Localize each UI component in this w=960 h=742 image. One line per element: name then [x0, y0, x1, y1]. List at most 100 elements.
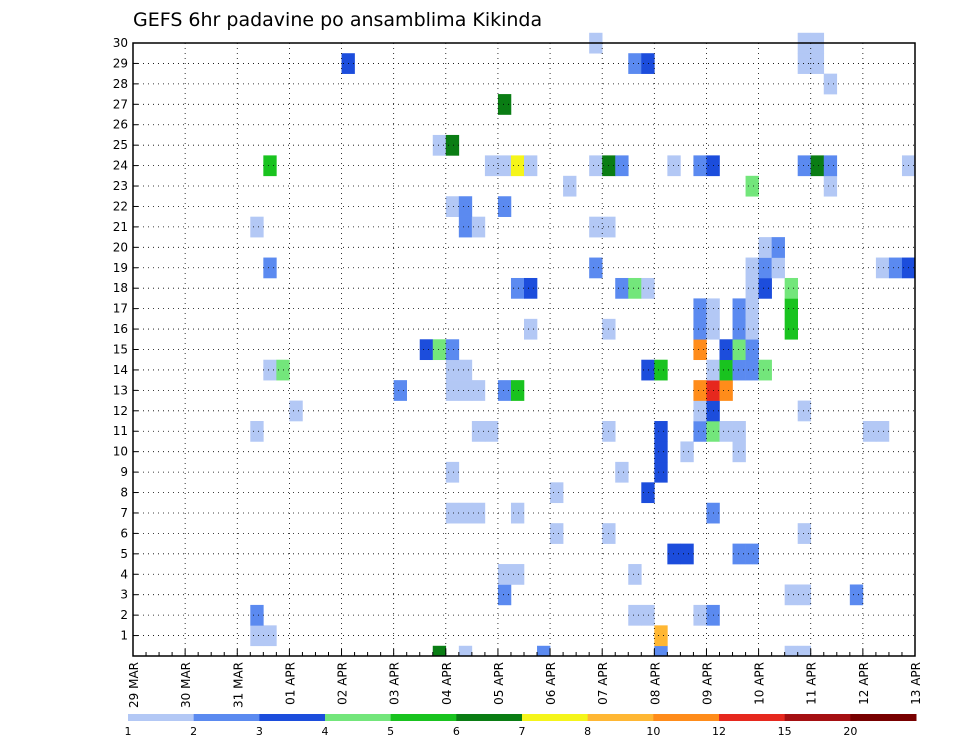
heatmap-cell [680, 441, 694, 463]
heatmap-cell [797, 523, 812, 544]
x-tick-label: 08 APR [648, 662, 662, 705]
heatmap-cell [797, 53, 812, 74]
heatmap-cell [745, 257, 759, 279]
heatmap-cell [745, 318, 759, 340]
heatmap-cell [510, 380, 525, 401]
heatmap-cell [445, 134, 460, 156]
y-tick-label: 29 [113, 56, 128, 70]
heatmap-cell [497, 196, 512, 217]
heatmap-cell [875, 257, 890, 279]
colorbar-swatch [587, 714, 654, 721]
y-tick-label: 25 [113, 138, 128, 152]
heatmap-cell [745, 175, 759, 197]
heatmap-cell [458, 502, 473, 524]
heatmap-cell [589, 155, 603, 177]
colorbar-swatch [522, 714, 589, 721]
x-tick-label: 13 APR [909, 662, 923, 705]
heatmap-cell [693, 318, 707, 340]
x-tick-label: 05 APR [492, 662, 506, 705]
x-tick-label: 02 APR [336, 662, 350, 705]
heatmap-cell [524, 318, 538, 340]
chart-title: GEFS 6hr padavine po ansamblima Kikinda [133, 9, 542, 31]
heatmap-cell [445, 502, 460, 524]
x-tick-label: 10 APR [753, 662, 767, 705]
y-tick-label: 23 [113, 179, 128, 193]
heatmap-cell [393, 380, 407, 401]
y-tick-label: 8 [120, 486, 128, 500]
heatmap-cell [497, 584, 512, 606]
heatmap-cell [745, 277, 759, 299]
y-tick-label: 11 [113, 424, 128, 438]
heatmap-cell [484, 155, 499, 177]
heatmap-cell [810, 155, 825, 177]
heatmap-cell [693, 400, 707, 422]
heatmap-cell [719, 380, 733, 401]
colorbar-swatch [128, 714, 195, 721]
heatmap-cell [784, 645, 798, 657]
y-tick-label: 13 [113, 383, 128, 397]
heatmap-cell [458, 196, 473, 217]
heatmap-cell [732, 421, 746, 442]
x-tick-label: 11 APR [805, 662, 819, 705]
heatmap-cell [458, 216, 473, 238]
heatmap-cell [732, 318, 746, 340]
heatmap-cell [510, 155, 525, 177]
heatmap-cell [445, 359, 460, 381]
heatmap-cell [550, 523, 564, 544]
y-tick-label: 21 [113, 220, 128, 234]
heatmap-cell [563, 175, 577, 197]
heatmap-cell [589, 216, 603, 238]
heatmap-cell [784, 318, 798, 340]
y-tick-label: 9 [120, 465, 128, 479]
x-tick-label: 04 APR [440, 662, 454, 705]
heatmap-cell [784, 277, 798, 299]
colorbar-label: 12 [712, 725, 726, 738]
heatmap-cell [250, 625, 264, 647]
heatmap-cell [784, 298, 798, 320]
heatmap-cell [289, 400, 303, 422]
colorbar-swatch [784, 714, 851, 721]
heatmap-cell [732, 298, 746, 320]
heatmap-cell [458, 380, 473, 401]
heatmap-cell [680, 543, 694, 565]
heatmap-cell [537, 645, 551, 657]
heatmap-cell [250, 216, 264, 238]
heatmap-cell [654, 461, 668, 483]
y-tick-label: 6 [120, 526, 128, 540]
colorbar-label: 1 [125, 725, 132, 738]
heatmap-cell [732, 543, 746, 565]
heatmap-cell [667, 155, 681, 177]
y-tick-label: 15 [113, 343, 128, 357]
heatmap-cell [445, 196, 460, 217]
x-tick-label: 31 MAR [231, 662, 245, 708]
colorbar-label: 4 [322, 725, 329, 738]
y-tick-label: 14 [113, 363, 128, 377]
heatmap-cell [641, 359, 655, 381]
heatmap-cell [497, 94, 512, 115]
colorbar-label: 10 [646, 725, 660, 738]
heatmap-cell [550, 482, 564, 504]
heatmap-cell [510, 502, 525, 524]
y-tick-label: 20 [113, 240, 128, 254]
y-tick-label: 28 [113, 77, 128, 91]
heatmap-cell [432, 339, 447, 361]
heatmap-cell [797, 584, 812, 606]
heatmap-cell [628, 53, 642, 74]
y-tick-label: 18 [113, 281, 128, 295]
x-tick-label: 29 MAR [127, 662, 141, 708]
heatmap-cells [250, 32, 916, 657]
x-tick-label: 12 APR [857, 662, 871, 705]
x-tick-label: 01 APR [283, 662, 297, 705]
heatmap-cell [823, 73, 838, 95]
y-tick-label: 3 [120, 588, 128, 602]
colorbar-label: 3 [256, 725, 263, 738]
heatmap-cell [797, 645, 812, 657]
heatmap-cell [654, 441, 668, 463]
heatmap-cell [758, 237, 772, 258]
heatmap-cell [823, 155, 838, 177]
heatmap-cell [589, 257, 603, 279]
heatmap-cell [784, 584, 798, 606]
y-tick-label: 7 [120, 506, 128, 520]
y-tick-label: 12 [113, 404, 128, 418]
heatmap-cell [510, 277, 525, 299]
